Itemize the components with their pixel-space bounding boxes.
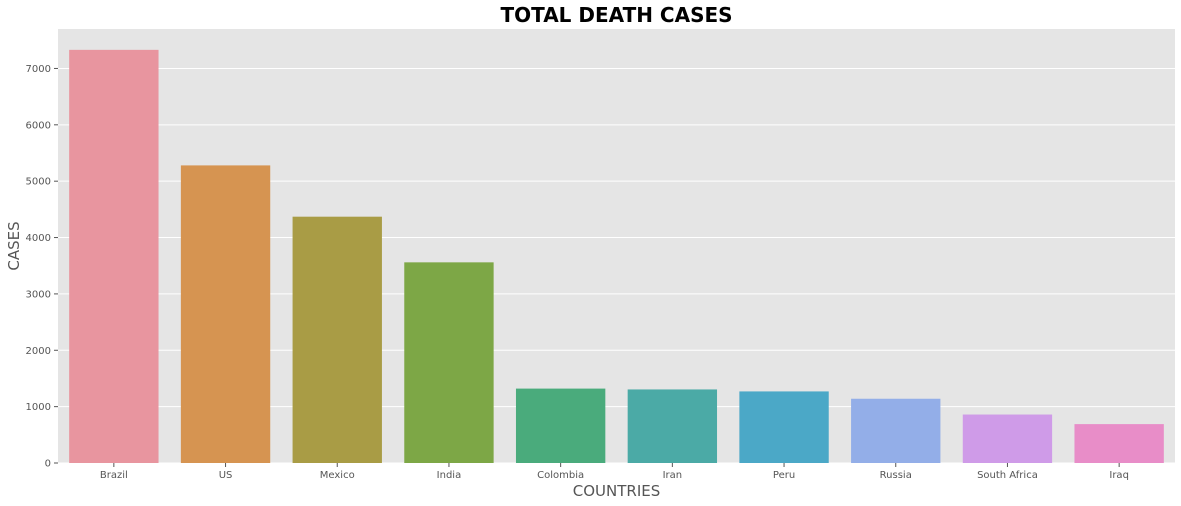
x-tick-label: India — [437, 470, 462, 481]
x-tick-label: South Africa — [977, 470, 1038, 481]
chart-title: TOTAL DEATH CASES — [500, 3, 732, 27]
y-tick-label: 6000 — [26, 120, 51, 131]
x-tick-label: Iran — [663, 470, 683, 481]
x-tick-labels: Brazil US Mexico India Colombia Iran Peru Russi… — [100, 463, 1129, 481]
bar-us — [180, 165, 271, 463]
x-tick-label: Mexico — [320, 470, 355, 481]
y-tick-label: 7000 — [26, 64, 51, 75]
bar-russia — [851, 398, 941, 463]
y-tick-label: 2000 — [26, 346, 51, 357]
bar-south-africa — [962, 414, 1053, 463]
x-tick-label: Russia — [880, 470, 912, 481]
y-tick-labels: 0 1000 2000 3000 4000 5000 6000 7000 — [26, 64, 58, 470]
bars — [69, 49, 1164, 463]
bar-colombia — [515, 388, 606, 463]
x-tick-label: Brazil — [100, 470, 128, 481]
y-axis-label: CASES — [5, 221, 23, 270]
y-tick-label: 5000 — [26, 177, 51, 188]
bar-brazil — [69, 49, 159, 463]
y-tick-label: 1000 — [26, 402, 51, 413]
bar-iran — [627, 389, 718, 463]
bar-iraq — [1074, 424, 1164, 463]
x-tick-label: US — [219, 470, 233, 481]
x-tick-label: Peru — [773, 470, 795, 481]
bar-peru — [739, 391, 829, 463]
x-axis-label: COUNTRIES — [573, 482, 661, 500]
y-tick-label: 0 — [45, 459, 51, 470]
y-tick-label: 4000 — [26, 233, 51, 244]
x-tick-label: Colombia — [537, 470, 584, 481]
x-tick-label: Iraq — [1109, 470, 1129, 481]
bar-india — [404, 262, 494, 463]
bar-mexico — [292, 216, 382, 463]
y-tick-label: 3000 — [26, 289, 51, 300]
